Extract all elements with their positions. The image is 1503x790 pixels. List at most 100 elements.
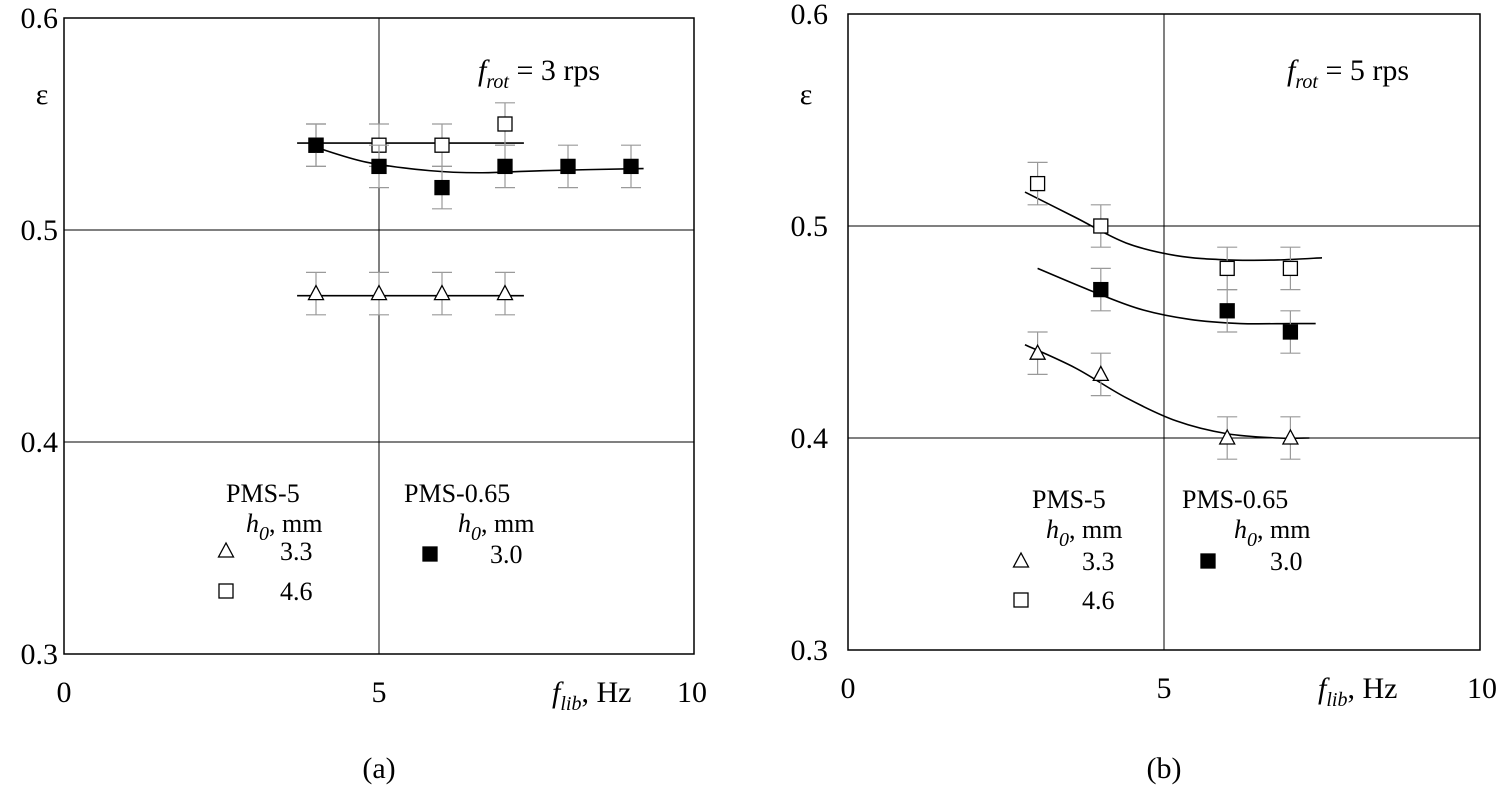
x-axis-label-sub: lib	[1326, 689, 1347, 711]
data-point	[371, 158, 387, 175]
data-point	[560, 158, 576, 175]
y-tick-label: 0.5	[21, 214, 59, 247]
legend-marker	[422, 546, 438, 562]
y-tick-label: 0.3	[21, 638, 59, 671]
x-axis-label-rest: , Hz	[1347, 672, 1397, 705]
legend-entry-label: 3.0	[1270, 547, 1303, 576]
legend-group2-subtitle-sub: 0	[471, 523, 481, 545]
data-point	[496, 284, 514, 301]
series-1	[1024, 161, 1323, 291]
data-point	[308, 137, 324, 153]
legend-entry-label: 3.3	[280, 537, 313, 566]
legend-entry-label: 4.6	[1082, 586, 1115, 615]
data-point	[434, 137, 450, 153]
data-point	[1219, 303, 1235, 319]
legend-group2-subtitle-rest: , mm	[481, 509, 534, 538]
legend-group1-subtitle-rest: , mm	[269, 509, 322, 538]
data-point	[1029, 175, 1046, 192]
y-tick-label: 0.4	[21, 426, 59, 459]
panel-a: 0.3 0.4 0.5 0.6 0 5 10 ε flib, Hz frot = 3 rps PMS…	[21, 2, 708, 785]
data-point	[1281, 428, 1299, 445]
legend-group2-subtitle: h0, mm	[458, 509, 534, 545]
data-point	[1093, 281, 1109, 298]
data-point	[434, 179, 450, 196]
data-point	[1093, 218, 1109, 234]
data-point	[1092, 365, 1110, 382]
legend-entry-label: 3.0	[490, 540, 523, 569]
legend-group1-title: PMS-5	[1032, 485, 1106, 514]
legend-group1-subtitle-var: h	[246, 509, 259, 538]
data-point	[307, 284, 325, 301]
x-tick-label: 5	[372, 676, 387, 709]
x-axis-label: flib, Hz	[1318, 672, 1397, 711]
legend-marker	[1012, 551, 1030, 568]
data-point	[1282, 324, 1299, 340]
legend-marker	[218, 583, 234, 599]
data-point	[623, 158, 639, 175]
series-1	[297, 102, 524, 167]
legend-group1-subtitle-rest: , mm	[1069, 515, 1122, 544]
data-point	[497, 158, 513, 175]
rotation-annotation-sub: rot	[1295, 71, 1318, 93]
legend-marker	[1013, 592, 1029, 608]
legend-group2-subtitle-sub: 0	[1247, 529, 1257, 551]
x-tick-label: 10	[677, 676, 707, 709]
x-tick-label: 5	[1157, 672, 1172, 705]
x-axis-label-rest: , Hz	[581, 676, 631, 709]
series-0	[297, 271, 524, 316]
legend-group2-title: PMS-0.65	[404, 479, 510, 508]
legend-marker	[1200, 553, 1216, 569]
data-point	[370, 284, 388, 301]
y-axis-label: ε	[36, 78, 49, 111]
legend-group1-subtitle-sub: 0	[1059, 529, 1069, 551]
legend-group2-subtitle: h0, mm	[1234, 515, 1310, 551]
series-2	[1037, 267, 1316, 354]
x-tick-label: 10	[1467, 672, 1497, 705]
x-axis-label-sub: lib	[560, 693, 581, 715]
legend-group1-subtitle: h0, mm	[1046, 515, 1122, 551]
rotation-annotation: frot = 3 rps	[478, 54, 600, 93]
data-point	[433, 284, 451, 301]
data-point	[1219, 260, 1235, 277]
data-point	[1282, 260, 1299, 277]
legend-group1-subtitle-sub: 0	[259, 523, 269, 545]
y-tick-label: 0.3	[791, 634, 829, 667]
fit-curve	[1037, 267, 1316, 325]
legend-group1-subtitle-var: h	[1046, 515, 1059, 544]
x-tick-label: 0	[841, 672, 856, 705]
rotation-annotation: frot = 5 rps	[1287, 54, 1409, 93]
y-tick-label: 0.4	[791, 422, 829, 455]
data-point	[1218, 428, 1236, 445]
rotation-annotation-sub: rot	[486, 71, 509, 93]
rotation-annotation-rest: = 3 rps	[509, 54, 600, 87]
y-axis-label: ε	[800, 78, 813, 111]
data-point	[1029, 343, 1047, 360]
fit-curve	[1024, 343, 1310, 440]
legend-group2-subtitle-var: h	[458, 509, 471, 538]
fit-curve	[1024, 191, 1323, 262]
legend-group1-subtitle: h0, mm	[246, 509, 322, 545]
y-tick-label: 0.6	[791, 0, 829, 31]
legend-group2-subtitle-rest: , mm	[1257, 515, 1310, 544]
series-2	[306, 123, 644, 210]
legend-entry-label: 4.6	[280, 577, 313, 606]
legend-group2-subtitle-var: h	[1234, 515, 1247, 544]
panel-b: 0.3 0.4 0.5 0.6 0 5 10 ε flib, Hz frot = 5 rps PMS…	[791, 0, 1498, 785]
legend-group2-title: PMS-0.65	[1182, 485, 1288, 514]
y-tick-label: 0.5	[791, 210, 829, 243]
panel-caption: (a)	[362, 752, 395, 785]
data-point	[497, 116, 513, 132]
panel-caption: (b)	[1147, 752, 1182, 785]
rotation-annotation-rest: = 5 rps	[1318, 54, 1409, 87]
legend-group1-title: PMS-5	[226, 479, 300, 508]
y-tick-label: 0.6	[21, 2, 59, 35]
x-tick-label: 0	[57, 676, 72, 709]
x-axis-label: flib, Hz	[552, 676, 631, 715]
legend-marker	[217, 541, 235, 558]
fit-curve	[315, 146, 644, 174]
legend-entry-label: 3.3	[1082, 547, 1115, 576]
series-0	[1024, 331, 1310, 460]
